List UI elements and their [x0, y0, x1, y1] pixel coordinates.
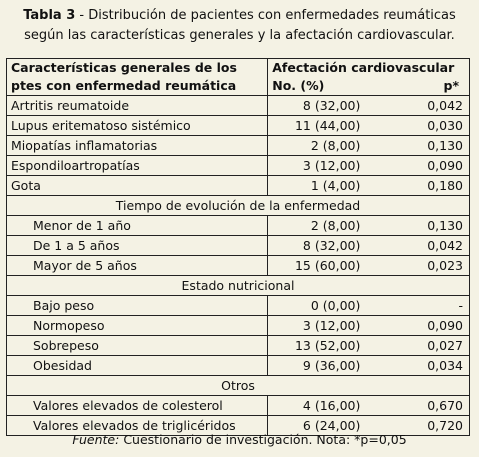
table-row: Obesidad 9 (36,00) 0,034 [5, 355, 471, 376]
row-count: 8 (32,00) [267, 95, 365, 116]
footer-source-text: Cuestionario de investigación. Nota: *p=… [119, 432, 407, 447]
row-count: 4 (16,00) [267, 395, 365, 416]
row-count: 6 (24,00) [267, 415, 365, 436]
row-label: Menor de 1 año [5, 215, 269, 236]
row-label: Obesidad [5, 355, 269, 376]
row-label: Artritis reumatoide [5, 95, 269, 116]
row-p-value: - [364, 295, 471, 316]
header-number-percent: No. (%) [267, 77, 365, 96]
row-label: Valores elevados de triglicéridos [5, 415, 269, 436]
table-row: Artritis reumatoide 8 (32,00) 0,042 [5, 95, 471, 116]
row-count: 2 (8,00) [267, 135, 365, 156]
row-p-value: 0,027 [364, 335, 471, 356]
table-footer: Fuente: Cuestionario de investigación. N… [0, 432, 479, 447]
header-col1-line2: ptes con enfermedad reumática [11, 78, 237, 93]
row-count: 2 (8,00) [267, 215, 365, 236]
row-label: Mayor de 5 años [5, 255, 269, 276]
row-count: 0 (0,00) [267, 295, 365, 316]
row-count: 9 (36,00) [267, 355, 365, 376]
row-p-value: 0,042 [364, 235, 471, 256]
caption-text-1: - Distribución de pacientes con enfermed… [75, 8, 456, 23]
row-count: 11 (44,00) [267, 115, 365, 136]
row-count: 3 (12,00) [267, 315, 365, 336]
row-count: 8 (32,00) [267, 235, 365, 256]
table-row: De 1 a 5 años 8 (32,00) 0,042 [5, 235, 471, 256]
row-p-value: 0,130 [364, 135, 471, 156]
data-table: Características generales de los ptes co… [5, 58, 471, 436]
section-row: Estado nutricional [6, 275, 470, 296]
section-label: Tiempo de evolución de la enfermedad [6, 195, 470, 216]
row-p-value: 0,023 [364, 255, 471, 276]
section-label: Otros [6, 375, 470, 396]
row-p-value: 0,130 [364, 215, 471, 236]
header-p-value: p* [364, 77, 471, 96]
section-row: Otros [6, 375, 470, 396]
row-label: Bajo peso [5, 295, 269, 316]
row-label: Valores elevados de colesterol [5, 395, 269, 416]
table-body: Artritis reumatoide 8 (32,00) 0,042 Lupus e… [5, 95, 471, 436]
caption-line-2: según las características generales y la… [24, 28, 455, 43]
caption-line-1: Tabla 3 - Distribución de pacientes con … [0, 6, 479, 26]
footer-source-label: Fuente: [72, 432, 120, 447]
row-p-value: 0,090 [364, 315, 471, 336]
caption-label: Tabla 3 [23, 8, 76, 23]
table-row: Valores elevados de colesterol 4 (16,00) 0… [5, 395, 471, 416]
table-row: Lupus eritematoso sistémico 11 (44,00) 0,0… [5, 115, 471, 136]
row-count: 3 (12,00) [267, 155, 365, 176]
table-row: Gota 1 (4,00) 0,180 [5, 175, 471, 196]
table-row: Mayor de 5 años 15 (60,00) 0,023 [5, 255, 471, 276]
row-label: Lupus eritematoso sistémico [5, 115, 269, 136]
row-label: Miopatías inflamatorias [5, 135, 269, 156]
row-p-value: 0,034 [364, 355, 471, 376]
row-p-value: 0,180 [364, 175, 471, 196]
row-label: De 1 a 5 años [5, 235, 269, 256]
row-p-value: 0,030 [364, 115, 471, 136]
row-p-value: 0,670 [364, 395, 471, 416]
table-caption: Tabla 3 - Distribución de pacientes con … [0, 6, 479, 46]
header-characteristics: Características generales de los ptes co… [5, 58, 269, 96]
row-count: 15 (60,00) [267, 255, 365, 276]
row-p-value: 0,720 [364, 415, 471, 436]
table-row: Normopeso 3 (12,00) 0,090 [5, 315, 471, 336]
table-row: Sobrepeso 13 (52,00) 0,027 [5, 335, 471, 356]
row-label: Normopeso [5, 315, 269, 336]
table-row: Espondiloartropatías 3 (12,00) 0,090 [5, 155, 471, 176]
row-p-value: 0,090 [364, 155, 471, 176]
table-row: Bajo peso 0 (0,00) - [5, 295, 471, 316]
row-count: 1 (4,00) [267, 175, 365, 196]
table-row: Valores elevados de triglicéridos 6 (24,0… [5, 415, 471, 436]
header-row-1: Características generales de los ptes co… [5, 58, 470, 96]
row-p-value: 0,042 [364, 95, 471, 116]
section-row: Tiempo de evolución de la enfermedad [6, 195, 470, 216]
header-affectation: Afectación cardiovascular [267, 58, 470, 77]
row-count: 13 (52,00) [267, 335, 365, 356]
header-col1-line1: Características generales de los [11, 60, 237, 75]
section-label: Estado nutricional [6, 275, 470, 296]
row-label: Gota [5, 175, 269, 196]
table-row: Menor de 1 año 2 (8,00) 0,130 [5, 215, 471, 236]
row-label: Sobrepeso [5, 335, 269, 356]
table-row: Miopatías inflamatorias 2 (8,00) 0,130 [5, 135, 471, 156]
row-label: Espondiloartropatías [5, 155, 269, 176]
